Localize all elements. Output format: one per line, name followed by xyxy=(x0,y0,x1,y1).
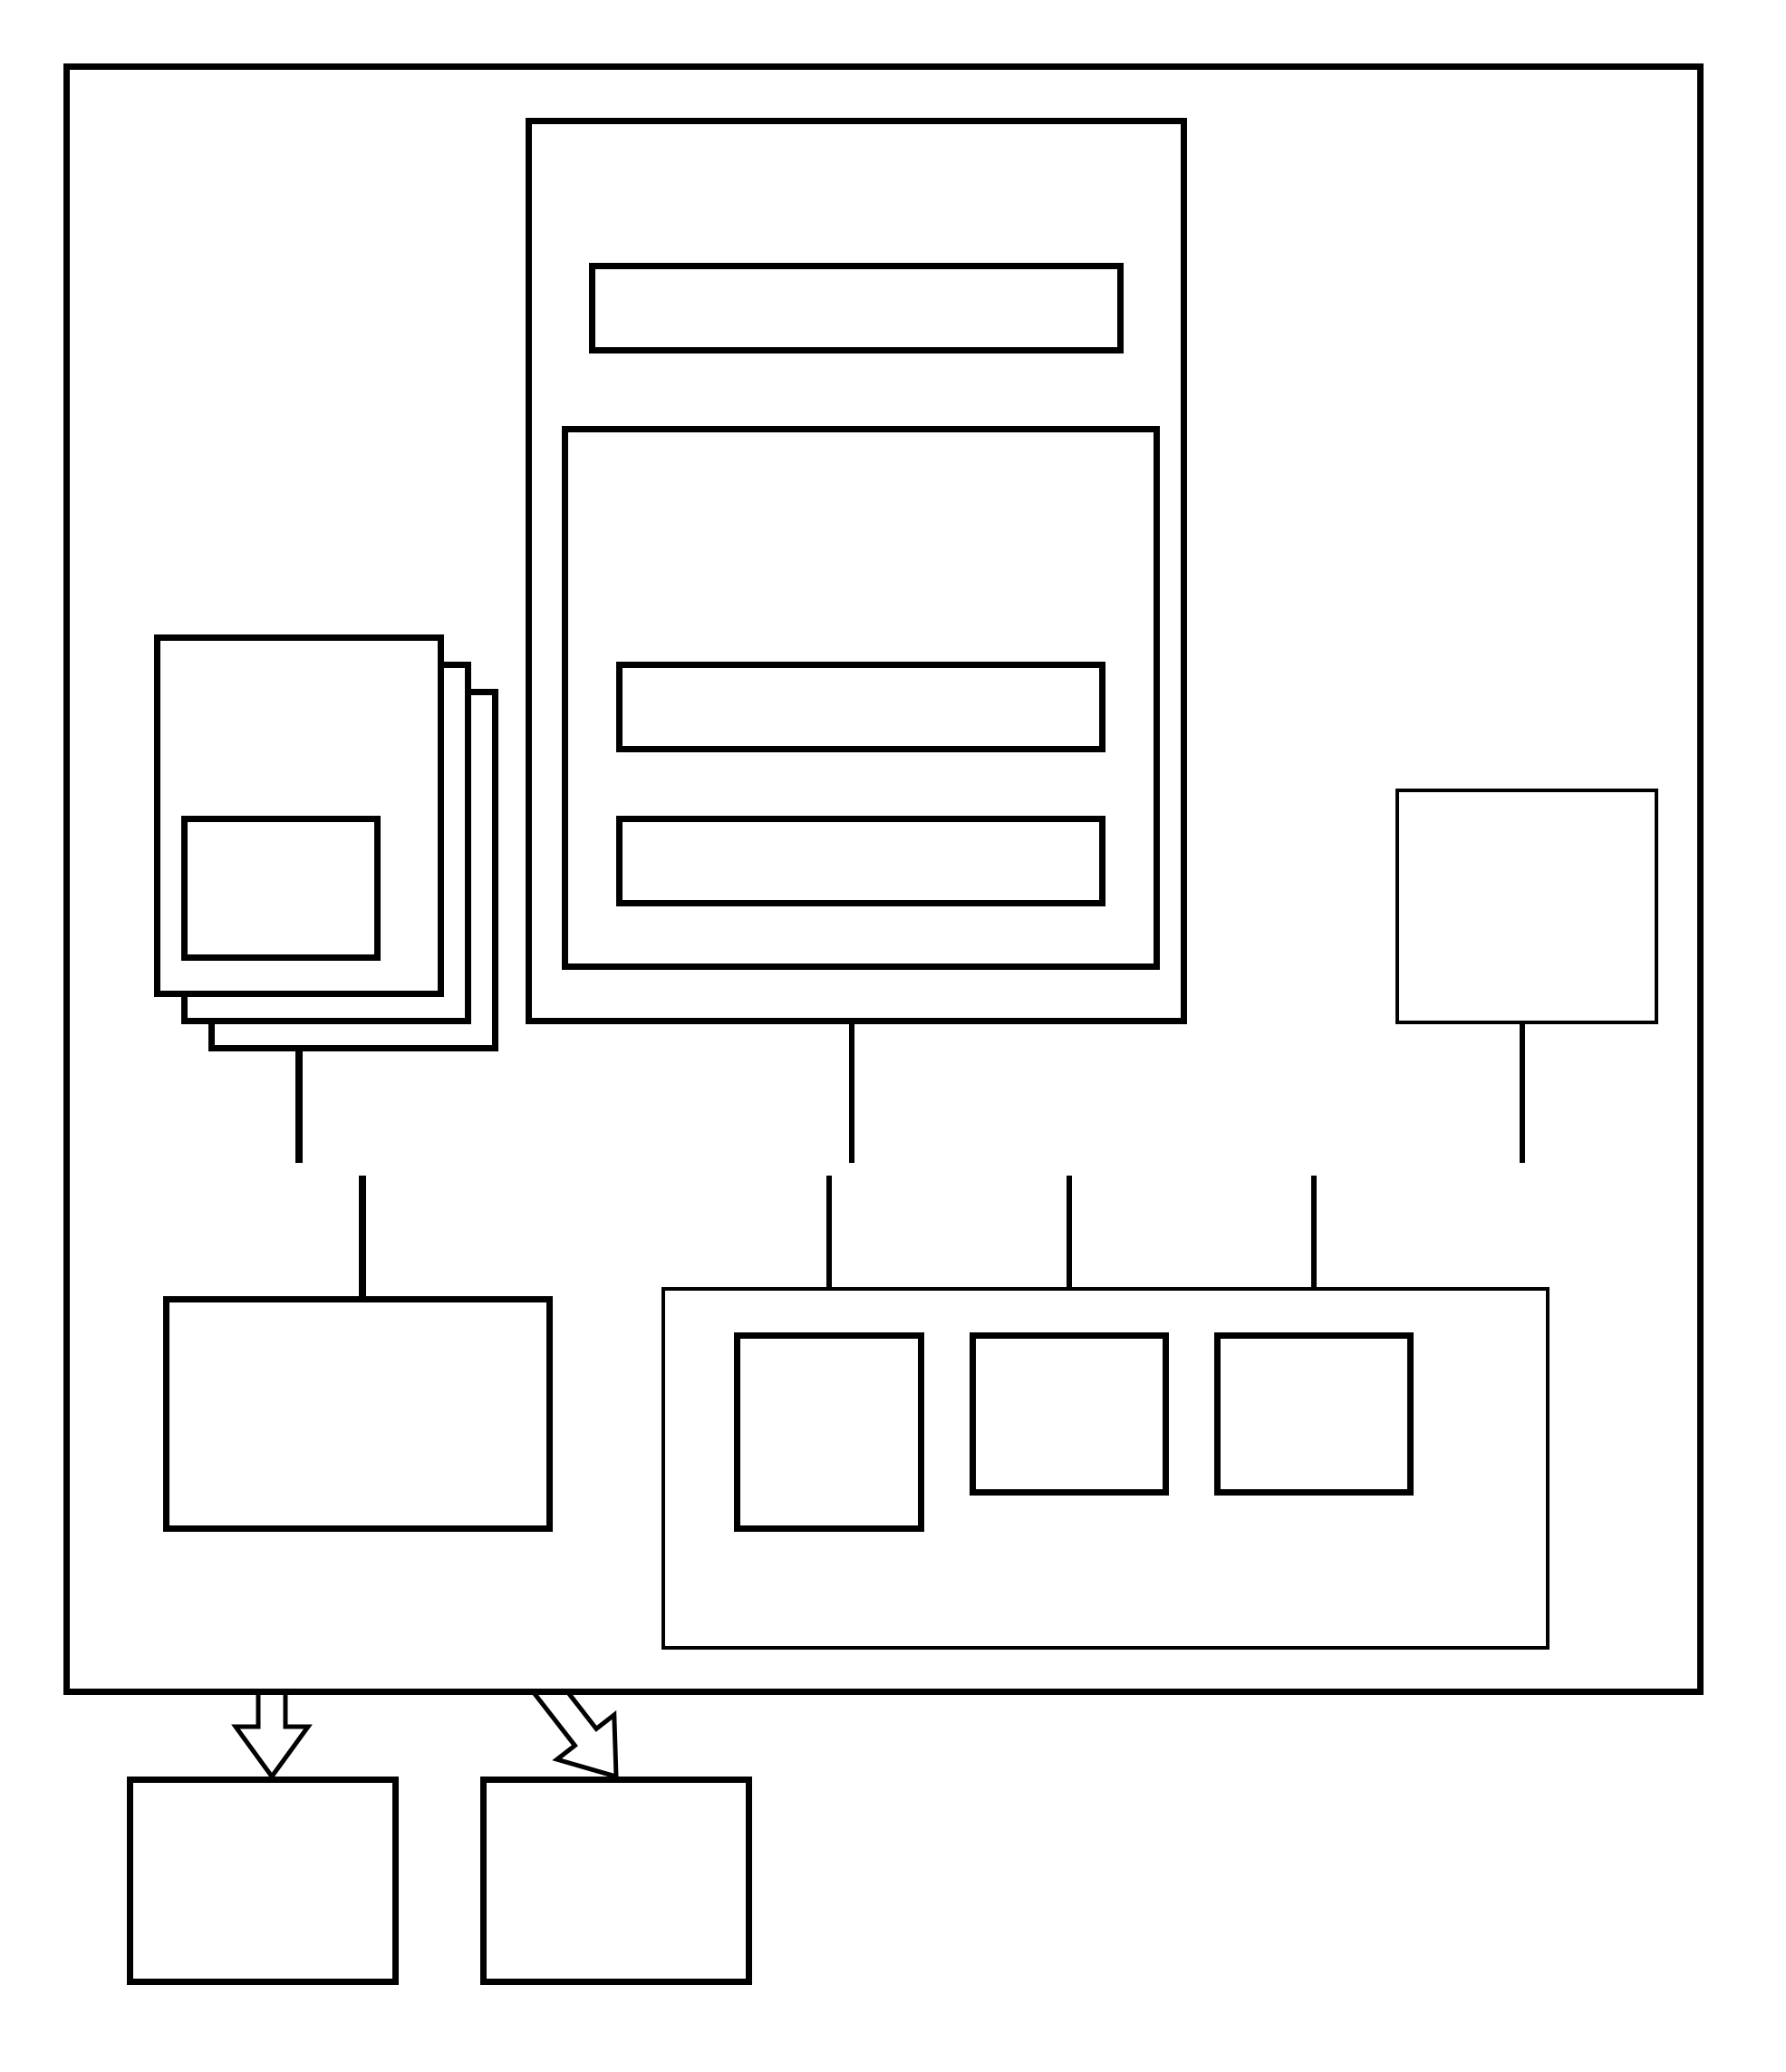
interrupt-handler-box xyxy=(616,816,1105,906)
user-input-device-box xyxy=(127,1777,399,1985)
flash-box xyxy=(1214,1332,1414,1496)
io-interface-box xyxy=(163,1296,553,1532)
connector-line xyxy=(295,1051,303,1163)
connector-line xyxy=(359,1176,366,1296)
connector-line xyxy=(1520,1024,1525,1163)
connector-line xyxy=(849,1024,854,1163)
cppr-box xyxy=(181,816,381,961)
application-box xyxy=(589,263,1124,353)
dispatcher-box xyxy=(616,662,1105,752)
optical-box xyxy=(970,1332,1169,1496)
display-device-box xyxy=(480,1777,752,1985)
comms-adapter-box xyxy=(1395,789,1658,1024)
hard-disk-box xyxy=(734,1332,924,1532)
